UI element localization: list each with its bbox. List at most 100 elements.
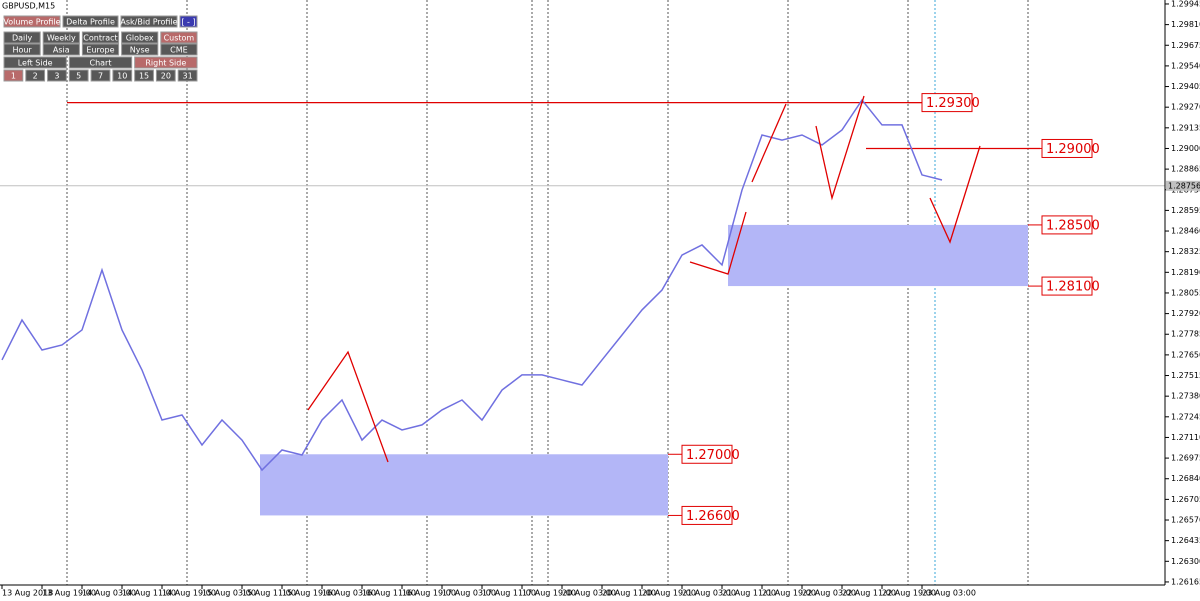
y-tick-label: 1.29540 [1171, 61, 1200, 70]
toolbar-button[interactable]: Daily [3, 31, 41, 44]
button-label: Nyse [130, 46, 150, 55]
button-label: 15 [139, 72, 149, 81]
button-face [3, 56, 67, 69]
button-face [62, 15, 119, 28]
button-face [177, 69, 198, 82]
y-tick-label: 1.26570 [1171, 516, 1200, 525]
x-tick-label: 22 Aug 11:00 [842, 589, 896, 598]
button-face [120, 15, 178, 28]
toolbar-button[interactable]: 20 [155, 69, 176, 82]
forecast-arrows [307, 95, 981, 463]
toolbar-button[interactable]: Contract [81, 31, 120, 44]
level-box [1041, 215, 1093, 235]
button-face [3, 69, 24, 82]
button-label: CME [170, 46, 188, 55]
toolbar-button[interactable]: 10 [112, 69, 133, 82]
supply-demand-zone [728, 224, 1028, 287]
x-tick-label: 21 Aug 03:00 [682, 589, 736, 598]
toolbar-button[interactable]: Custom [160, 31, 198, 44]
button-label: 7 [98, 72, 103, 81]
toolbar-button[interactable]: Chart [68, 56, 133, 69]
toolbar-button[interactable]: Asia [42, 43, 80, 56]
button-face [68, 56, 133, 69]
x-tick-label: 22 Aug 19:00 [882, 589, 936, 598]
y-tick-label: 1.27515 [1171, 371, 1200, 380]
toolbar-button[interactable]: 1 [3, 69, 24, 82]
x-tick-label: 13 Aug 2018 [2, 589, 53, 598]
toolbar-button[interactable]: 31 [177, 69, 198, 82]
button-label: 10 [117, 72, 127, 81]
level-box [1041, 276, 1093, 296]
level-label: 1.28100 [1046, 280, 1100, 295]
button-face [134, 69, 154, 82]
button-label: Ask/Bid Profile [120, 18, 177, 27]
x-tick-label: 17 Aug 19:00 [522, 589, 576, 598]
y-tick-label: 1.27380 [1171, 392, 1200, 401]
toolbar-button[interactable]: Right Side [134, 56, 198, 69]
y-tick-label: 1.26705 [1171, 495, 1200, 504]
button-face [90, 69, 111, 82]
toolbar-button[interactable]: Hour [3, 43, 41, 56]
y-tick-label: 1.29000 [1171, 144, 1200, 153]
button-label: 20 [161, 72, 171, 81]
y-tick-label: 1.28595 [1171, 206, 1200, 215]
y-tick-label: 1.26165 [1171, 577, 1200, 586]
x-tick-label: 23 Aug 03:00 [922, 589, 976, 598]
x-tick-label: 14 Aug 19:00 [162, 589, 216, 598]
toolbar-button[interactable]: Weekly [42, 31, 80, 44]
button-label: Globex [126, 34, 154, 43]
button-label: Left Side [18, 59, 53, 68]
button-face [3, 15, 61, 28]
y-tick-label: 1.28325 [1171, 247, 1200, 256]
toolbar-button[interactable]: 15 [134, 69, 154, 82]
toolbar-button[interactable]: Volume Profile [3, 15, 61, 28]
x-tick-label: 14 Aug 11:00 [122, 589, 176, 598]
toolbar-button[interactable]: 7 [90, 69, 111, 82]
x-tick-label: 17 Aug 03:00 [442, 589, 496, 598]
button-face [42, 43, 80, 56]
toolbar-button[interactable]: Europe [81, 43, 120, 56]
current-price-badge [1166, 180, 1200, 191]
toolbar-button[interactable]: Nyse [121, 43, 159, 56]
y-tick-label: 1.29270 [1171, 103, 1200, 112]
x-tick-label: 15 Aug 19:00 [282, 589, 336, 598]
button-label: Right Side [145, 59, 186, 68]
level-label: 1.26600 [686, 509, 740, 524]
button-label: Custom [164, 34, 195, 43]
button-label: Volume Profile [3, 18, 60, 27]
y-tick-label: 1.29675 [1171, 41, 1200, 50]
toolbar-button[interactable]: Ask/Bid Profile [120, 15, 178, 28]
toolbar-button[interactable]: [ - ] [179, 15, 198, 28]
button-label: 3 [54, 72, 59, 81]
toolbar-button[interactable]: 2 [25, 69, 46, 82]
y-tick-label: 1.28460 [1171, 227, 1200, 236]
level-box [681, 505, 733, 525]
button-face [121, 31, 159, 44]
toolbar-button[interactable]: 3 [47, 69, 67, 82]
toolbar-button[interactable]: Delta Profile [62, 15, 119, 28]
button-label: Chart [90, 59, 112, 68]
button-label: Europe [86, 46, 114, 55]
level-label: 1.29300 [926, 96, 980, 111]
x-tick-label: 15 Aug 11:00 [242, 589, 296, 598]
button-face [160, 43, 198, 56]
toolbar-button[interactable]: CME [160, 43, 198, 56]
button-label: Daily [12, 34, 33, 43]
button-face [47, 69, 67, 82]
toolbar-button[interactable]: Globex [121, 31, 159, 44]
button-label: Hour [12, 46, 32, 55]
window-title: GBPUSD,M15 [2, 2, 55, 11]
toolbar-button[interactable]: 5 [68, 69, 89, 82]
button-face [112, 69, 133, 82]
toolbar-button[interactable]: Left Side [3, 56, 67, 69]
x-tick-label: 14 Aug 03:00 [82, 589, 136, 598]
button-face [3, 43, 41, 56]
y-tick-label: 1.26300 [1171, 557, 1200, 566]
x-tick-label: 16 Aug 11:00 [362, 589, 416, 598]
level-box [1041, 138, 1093, 158]
button-face [155, 69, 176, 82]
button-face [81, 31, 120, 44]
x-tick-label: 13 Aug 19:00 [42, 589, 96, 598]
button-label: 5 [76, 72, 81, 81]
button-label: 2 [33, 72, 38, 81]
